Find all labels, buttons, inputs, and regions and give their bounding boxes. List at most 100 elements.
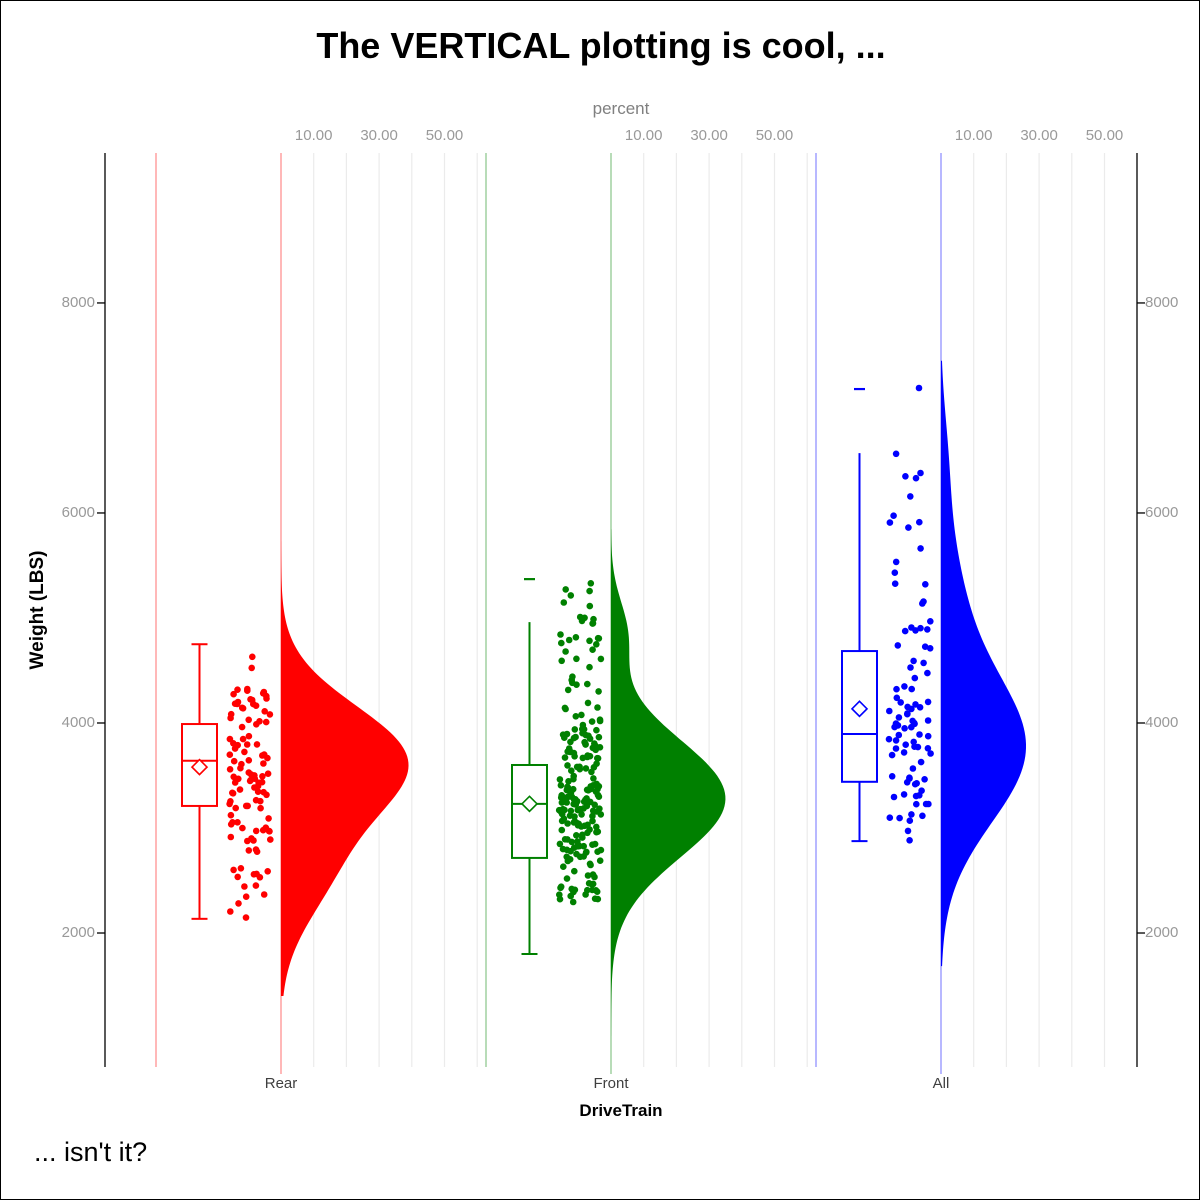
jitter-point <box>578 711 585 719</box>
jitter-point <box>564 686 572 694</box>
jitter-point <box>557 782 565 789</box>
y-tick-label-right: 6000 <box>1145 503 1179 521</box>
jitter-point <box>596 805 603 812</box>
jitter-point <box>591 745 599 753</box>
jitter-point <box>234 741 241 749</box>
jitter-point <box>920 659 927 667</box>
jitter-point <box>236 786 244 793</box>
jitter-point <box>242 802 250 810</box>
jitter-point <box>571 726 579 733</box>
jitter-point <box>571 813 578 820</box>
percent-tick-label: 30.00 <box>1020 127 1058 144</box>
jitter-point <box>237 764 244 772</box>
category-label-front: Front <box>593 1075 629 1092</box>
jitter-point <box>241 883 248 890</box>
jitter-point <box>587 783 594 790</box>
jitter-point <box>924 717 932 724</box>
jitter-point <box>567 592 575 599</box>
jitter-point <box>259 773 266 780</box>
jitter-point <box>556 891 563 898</box>
jitter-point <box>245 716 252 724</box>
jitter-point <box>902 473 909 480</box>
jitter-point <box>589 841 596 848</box>
y-tick-label-left: 8000 <box>61 293 95 311</box>
jitter-point <box>591 740 598 747</box>
y-tick-label-right: 4000 <box>1145 713 1179 731</box>
jitter-point <box>906 775 913 782</box>
jitter-point <box>563 794 570 801</box>
jitter-point <box>253 741 261 748</box>
jitter-point <box>261 708 269 715</box>
jitter-point <box>597 811 605 818</box>
x-axis-title: DriveTrain <box>579 1101 663 1120</box>
jitter-point <box>593 823 600 831</box>
jitter-point <box>252 796 260 804</box>
jitter-point <box>921 776 928 783</box>
top-axis-title: percent <box>592 99 650 118</box>
mean-diamond <box>520 795 539 813</box>
jitter-point <box>258 778 266 786</box>
jitter-point <box>234 819 241 826</box>
jitter-point <box>927 750 934 757</box>
jitter-point <box>234 698 242 706</box>
jitter-point <box>891 580 899 587</box>
jitter-point <box>892 745 900 752</box>
jitter-point <box>257 804 264 812</box>
jitter-point <box>587 580 595 587</box>
half-violin-rear <box>281 541 409 996</box>
jitter-point <box>892 450 900 458</box>
jitter-point <box>571 867 578 875</box>
jitter-point <box>886 519 894 526</box>
jitter-point <box>920 598 927 605</box>
jitter-point <box>890 793 898 801</box>
jitter-point <box>570 819 578 826</box>
jitter-point <box>886 707 893 715</box>
jitter-point <box>567 892 574 900</box>
jitter-point <box>916 518 923 526</box>
jitter-point <box>916 704 924 711</box>
jitter-point <box>892 737 900 744</box>
jitter-point <box>584 886 591 894</box>
jitter-point <box>594 755 602 762</box>
jitter-point <box>234 873 241 881</box>
percent-tick-label: 10.00 <box>954 127 993 144</box>
jitter-point <box>265 827 273 835</box>
jitter-point <box>590 764 598 771</box>
jitter-point <box>561 734 568 741</box>
category-label-rear: Rear <box>264 1075 298 1092</box>
jitter-point <box>593 726 600 734</box>
jitter-point <box>561 754 569 761</box>
jitter-point <box>906 817 914 824</box>
jitter-point <box>238 704 246 712</box>
jitter-point <box>886 814 894 821</box>
jitter-point <box>593 641 600 648</box>
jitter-point <box>591 801 598 809</box>
jitter-point <box>564 762 571 769</box>
jitter-point <box>589 646 596 653</box>
percent-tick-label: 50.00 <box>755 127 794 144</box>
jitter-point <box>226 766 234 773</box>
jitter-point <box>888 773 896 780</box>
jitter-point <box>894 642 902 649</box>
jitter-point <box>226 800 233 808</box>
jitter-point <box>262 718 270 726</box>
jitter-point <box>560 599 568 606</box>
y-tick-label-right: 2000 <box>1145 924 1179 941</box>
jitter-point <box>250 837 257 844</box>
jitter-point <box>263 695 270 702</box>
jitter-point <box>558 657 565 665</box>
jitter-point <box>565 636 573 644</box>
jitter-point <box>901 725 908 732</box>
percent-tick-label: 10.00 <box>624 127 663 144</box>
jitter-point <box>235 900 242 907</box>
jitter-point <box>596 857 604 864</box>
jitter-point <box>921 643 929 650</box>
jitter-point <box>260 760 267 767</box>
jitter-point <box>578 823 585 830</box>
jitter-point <box>250 871 258 878</box>
jitter-point <box>908 624 915 631</box>
jitter-point <box>586 663 593 671</box>
jitter-point <box>904 710 911 718</box>
jitter-point <box>227 811 235 819</box>
jitter-point <box>589 817 596 825</box>
